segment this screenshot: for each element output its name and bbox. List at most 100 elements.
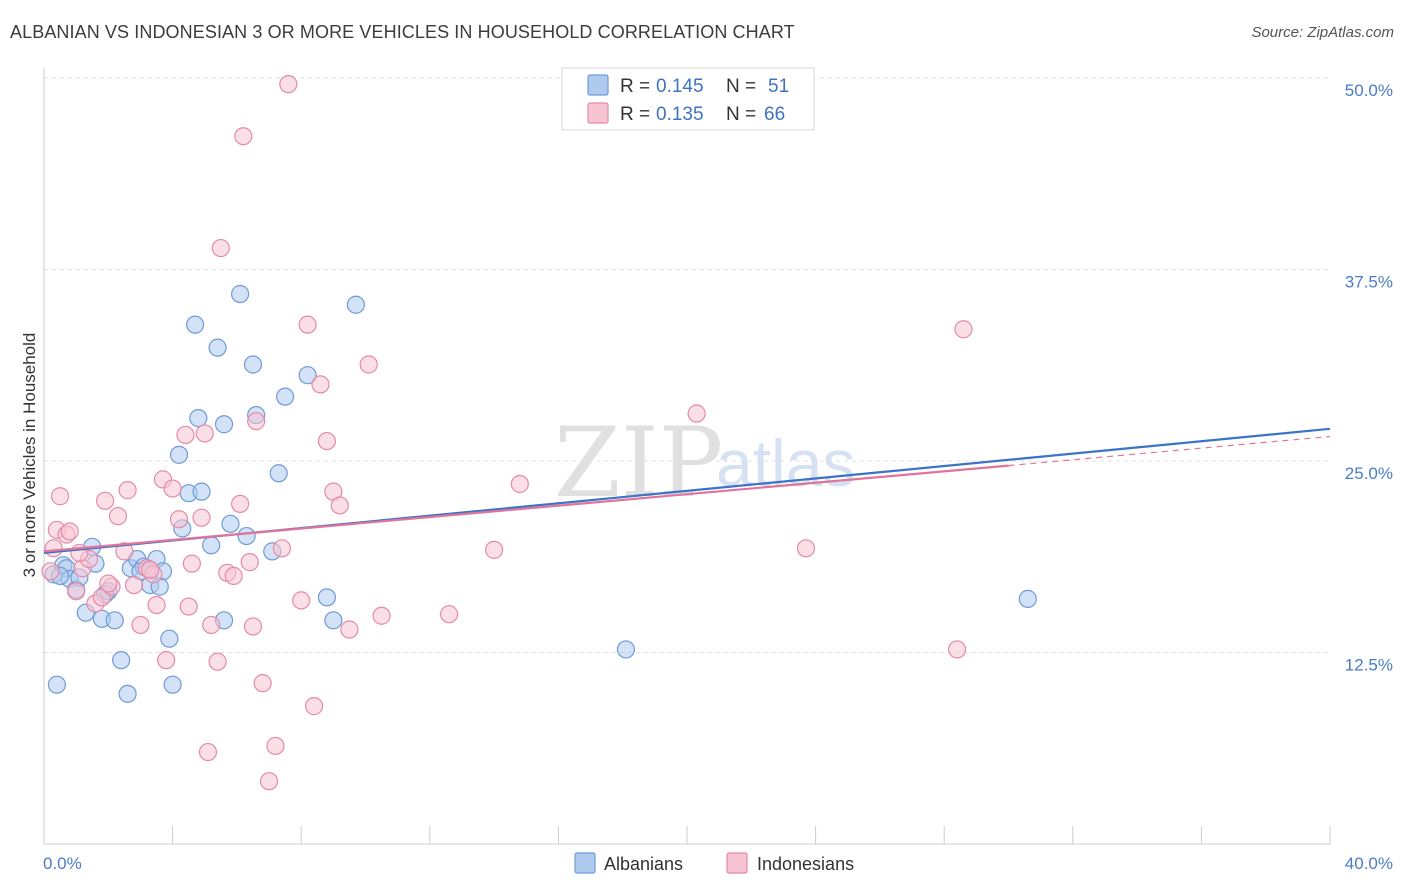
albanian-point-28: [192, 482, 211, 501]
indonesian-point-41: [259, 772, 279, 791]
indonesian-point-14: [115, 542, 134, 561]
albanian-points: [44, 284, 1037, 703]
top-legend: R = 0.145 N = 51 R = 0.135 N = 66: [561, 67, 815, 131]
indonesian-point-30: [202, 615, 221, 635]
indonesian-point-45: [292, 591, 311, 610]
indonesian-point-25: [176, 425, 195, 445]
indonesian-point-57: [510, 474, 529, 494]
indonesian-point-1: [44, 539, 63, 558]
legend-n-value-indonesians: 66: [764, 104, 785, 125]
albanian-point-39: [269, 464, 288, 483]
albanian-point-26: [186, 315, 205, 334]
indonesian-point-16: [124, 575, 144, 595]
indonesian-point-44: [279, 75, 298, 94]
indonesian-point-47: [304, 697, 324, 716]
albanian-point-1: [47, 675, 66, 694]
indonesian-point-26: [179, 597, 198, 616]
indonesian-point-39: [247, 412, 266, 431]
indonesian-point-17: [131, 615, 150, 635]
indonesian-point-31: [208, 652, 227, 671]
indonesian-point-24: [169, 510, 189, 529]
indonesian-point-63: [99, 574, 118, 593]
y-tick-label-1: 25.0%: [1345, 464, 1393, 483]
albanian-point-43: [324, 611, 343, 630]
albanian-point-29: [202, 536, 221, 555]
indonesian-point-32: [211, 238, 230, 258]
indonesian-point-27: [182, 554, 201, 573]
indonesian-point-54: [372, 606, 391, 625]
indonesian-trend-line: [43, 464, 1009, 553]
trend-lines: [43, 427, 1331, 555]
indonesian-point-51: [330, 496, 349, 515]
indonesian-point-49: [317, 431, 337, 451]
albanian-point-33: [221, 514, 240, 533]
indonesian-point-56: [485, 540, 504, 559]
indonesian-point-6: [67, 582, 86, 601]
bottom-legend-label-albanians: Albanians: [604, 854, 683, 874]
bottom-legend-swatch-indonesians: [726, 852, 748, 874]
indonesian-point-65: [140, 560, 160, 579]
indonesian-point-3: [50, 487, 70, 506]
y-tick-label-3: 50.0%: [1345, 81, 1393, 100]
indonesian-point-60: [947, 640, 967, 659]
albanian-point-13: [112, 651, 131, 670]
indonesian-point-28: [192, 508, 211, 527]
source-label: Source: ZipAtlas.com: [1251, 24, 1394, 41]
y-axis-label: 3 or more Vehicles in Household: [20, 333, 39, 578]
indonesian-point-58: [687, 404, 706, 423]
indonesian-point-37: [240, 553, 259, 572]
indonesian-point-11: [95, 491, 115, 510]
x-tick-label-max: 40.0%: [1345, 854, 1393, 873]
indonesian-point-5: [60, 522, 79, 541]
indonesian-point-62: [198, 742, 218, 762]
indonesian-point-46: [298, 315, 317, 334]
albanian-point-34: [231, 284, 250, 304]
albanian-point-42: [317, 588, 337, 607]
indonesian-point-38: [243, 617, 263, 636]
albanian-point-50: [1018, 589, 1037, 608]
indonesian-point-23: [163, 479, 182, 498]
albanian-point-22: [163, 675, 182, 694]
albanian-point-12: [105, 611, 124, 630]
indonesian-point-61: [954, 320, 973, 339]
albanian-point-49: [616, 640, 636, 659]
indonesian-points: [41, 75, 973, 791]
legend-r-label-indonesians: R =: [620, 104, 650, 125]
x-tick-label-min: 0.0%: [43, 854, 82, 873]
albanian-point-44: [346, 295, 365, 314]
indonesian-point-53: [359, 355, 378, 374]
albanian-point-14: [118, 684, 137, 703]
albanian-point-23: [169, 445, 189, 464]
albanian-point-21: [160, 629, 179, 648]
bottom-legend-swatch-albanians: [574, 852, 596, 874]
indonesian-point-13: [108, 507, 128, 526]
indonesian-point-36: [234, 127, 253, 146]
albanian-point-40: [276, 387, 295, 406]
indonesian-point-55: [439, 605, 459, 624]
chart-title: ALBANIAN VS INDONESIAN 3 OR MORE VEHICLE…: [10, 22, 795, 42]
indonesian-point-20: [147, 595, 166, 615]
indonesian-point-35: [231, 494, 250, 513]
albanian-point-35: [237, 526, 256, 546]
legend-r-label-albanians: R =: [620, 76, 650, 97]
indonesian-point-40: [253, 674, 272, 693]
albanian-point-41: [298, 366, 317, 385]
albanian-point-30: [208, 338, 227, 357]
legend-swatch-indonesians: [587, 102, 609, 124]
indonesian-point-34: [224, 566, 243, 586]
y-tick-label-0: 12.5%: [1345, 656, 1393, 675]
legend-r-value-indonesians: 0.135: [656, 104, 704, 125]
albanian-point-27: [189, 409, 208, 428]
x-tick-labels: 0.0% 40.0%: [43, 854, 1393, 873]
legend-swatch-albanians: [587, 74, 609, 96]
grid-lines: [44, 77, 1330, 653]
legend-r-value-albanians: 0.145: [656, 76, 704, 97]
albanian-point-36: [243, 355, 263, 374]
indonesian-point-48: [311, 375, 330, 394]
indonesian-point-42: [266, 736, 285, 756]
legend-n-label-indonesians: N =: [726, 104, 756, 125]
indonesian-point-59: [796, 539, 816, 558]
legend-n-label-albanians: N =: [726, 76, 756, 97]
indonesian-point-22: [157, 651, 176, 670]
